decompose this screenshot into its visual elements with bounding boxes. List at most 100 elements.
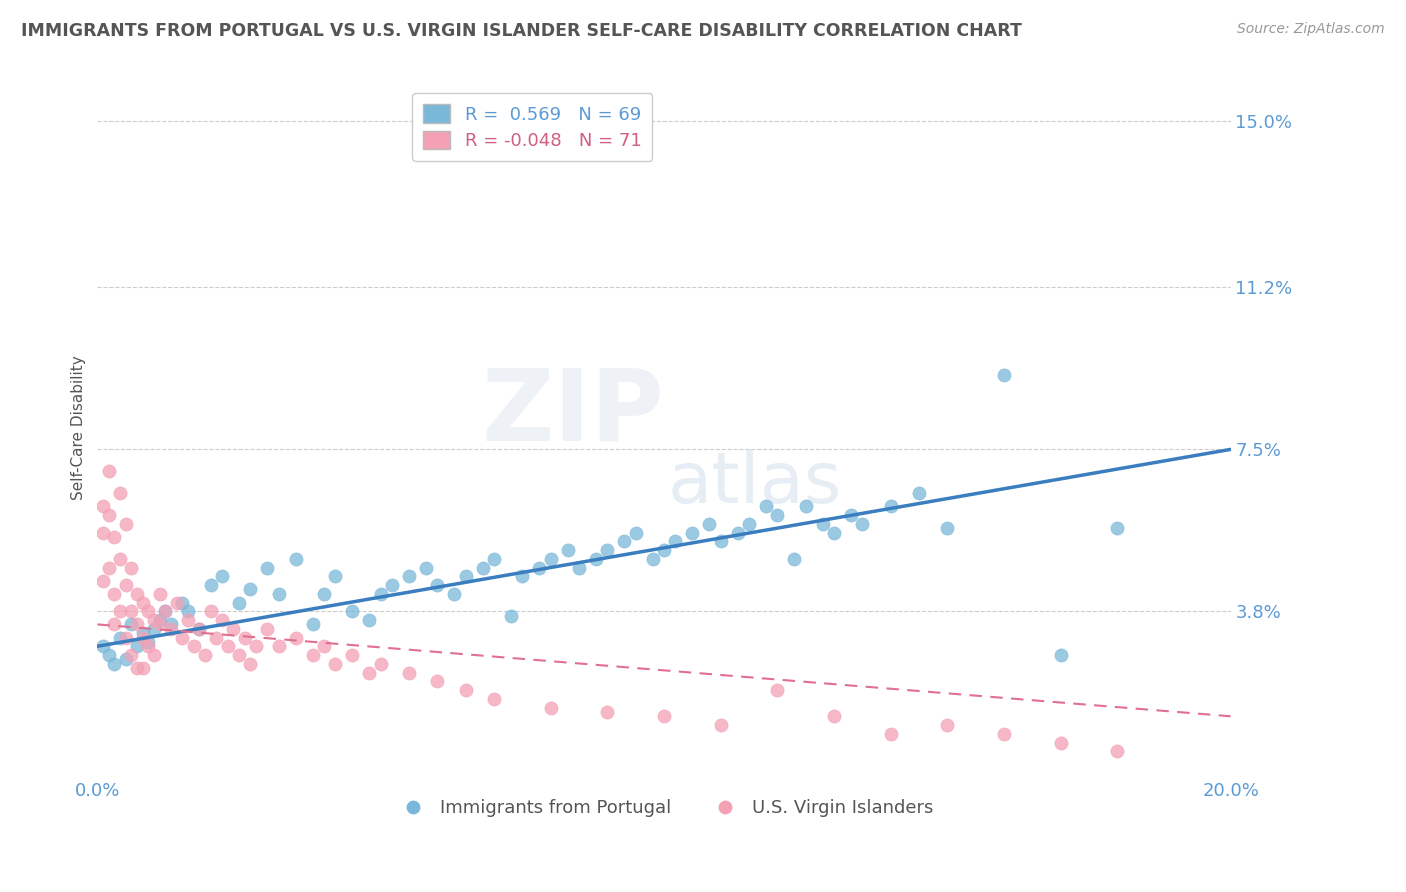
Point — [936, 521, 959, 535]
Point — [443, 587, 465, 601]
Point — [217, 640, 239, 654]
Point — [1107, 521, 1129, 535]
Point — [325, 569, 347, 583]
Point — [200, 604, 222, 618]
Point — [103, 530, 125, 544]
Point — [228, 648, 250, 662]
Point — [222, 622, 245, 636]
Point — [200, 578, 222, 592]
Point — [1049, 735, 1071, 749]
Point — [172, 631, 194, 645]
Point — [697, 516, 720, 531]
Point — [97, 648, 120, 662]
Point — [183, 640, 205, 654]
Point — [131, 595, 153, 609]
Point — [359, 613, 381, 627]
Point — [120, 560, 142, 574]
Point — [103, 657, 125, 671]
Point — [839, 508, 862, 522]
Point — [426, 578, 449, 592]
Point — [155, 604, 177, 618]
Point — [426, 674, 449, 689]
Point — [301, 648, 323, 662]
Point — [188, 622, 211, 636]
Point — [131, 626, 153, 640]
Point — [131, 661, 153, 675]
Point — [482, 691, 505, 706]
Point — [267, 587, 290, 601]
Point — [325, 657, 347, 671]
Point — [114, 578, 136, 592]
Text: Source: ZipAtlas.com: Source: ZipAtlas.com — [1237, 22, 1385, 37]
Point — [120, 604, 142, 618]
Point — [194, 648, 217, 662]
Point — [755, 500, 778, 514]
Point — [727, 525, 749, 540]
Point — [823, 525, 845, 540]
Point — [143, 613, 166, 627]
Point — [125, 587, 148, 601]
Point — [398, 569, 420, 583]
Point — [245, 640, 267, 654]
Point — [710, 718, 733, 732]
Point — [312, 640, 335, 654]
Point — [454, 569, 477, 583]
Point — [138, 635, 160, 649]
Point — [613, 534, 636, 549]
Point — [415, 560, 437, 574]
Point — [97, 560, 120, 574]
Point — [823, 709, 845, 723]
Point — [149, 613, 172, 627]
Point — [91, 640, 114, 654]
Point — [91, 525, 114, 540]
Point — [125, 661, 148, 675]
Point — [510, 569, 533, 583]
Point — [370, 657, 392, 671]
Point — [172, 595, 194, 609]
Point — [256, 622, 278, 636]
Point — [596, 705, 619, 719]
Text: IMMIGRANTS FROM PORTUGAL VS U.S. VIRGIN ISLANDER SELF-CARE DISABILITY CORRELATIO: IMMIGRANTS FROM PORTUGAL VS U.S. VIRGIN … — [21, 22, 1022, 40]
Point — [879, 727, 901, 741]
Point — [454, 683, 477, 698]
Point — [97, 464, 120, 478]
Point — [108, 631, 131, 645]
Point — [738, 516, 761, 531]
Point — [568, 560, 591, 574]
Point — [993, 727, 1015, 741]
Point — [91, 500, 114, 514]
Point — [205, 631, 228, 645]
Point — [125, 617, 148, 632]
Text: atlas: atlas — [668, 449, 842, 518]
Point — [381, 578, 404, 592]
Point — [936, 718, 959, 732]
Point — [370, 587, 392, 601]
Point — [91, 574, 114, 588]
Point — [851, 516, 873, 531]
Point — [908, 486, 931, 500]
Point — [359, 665, 381, 680]
Point — [160, 617, 183, 632]
Legend: Immigrants from Portugal, U.S. Virgin Islanders: Immigrants from Portugal, U.S. Virgin Is… — [387, 792, 941, 824]
Point — [228, 595, 250, 609]
Point — [993, 368, 1015, 382]
Point — [131, 631, 153, 645]
Point — [120, 617, 142, 632]
Point — [652, 543, 675, 558]
Point — [103, 587, 125, 601]
Point — [138, 640, 160, 654]
Point — [114, 652, 136, 666]
Point — [143, 622, 166, 636]
Point — [1049, 648, 1071, 662]
Point — [1107, 744, 1129, 758]
Point — [471, 560, 494, 574]
Point — [652, 709, 675, 723]
Point — [664, 534, 686, 549]
Point — [108, 486, 131, 500]
Point — [160, 622, 183, 636]
Point — [108, 604, 131, 618]
Point — [149, 587, 172, 601]
Point — [766, 683, 789, 698]
Point — [155, 604, 177, 618]
Point — [103, 617, 125, 632]
